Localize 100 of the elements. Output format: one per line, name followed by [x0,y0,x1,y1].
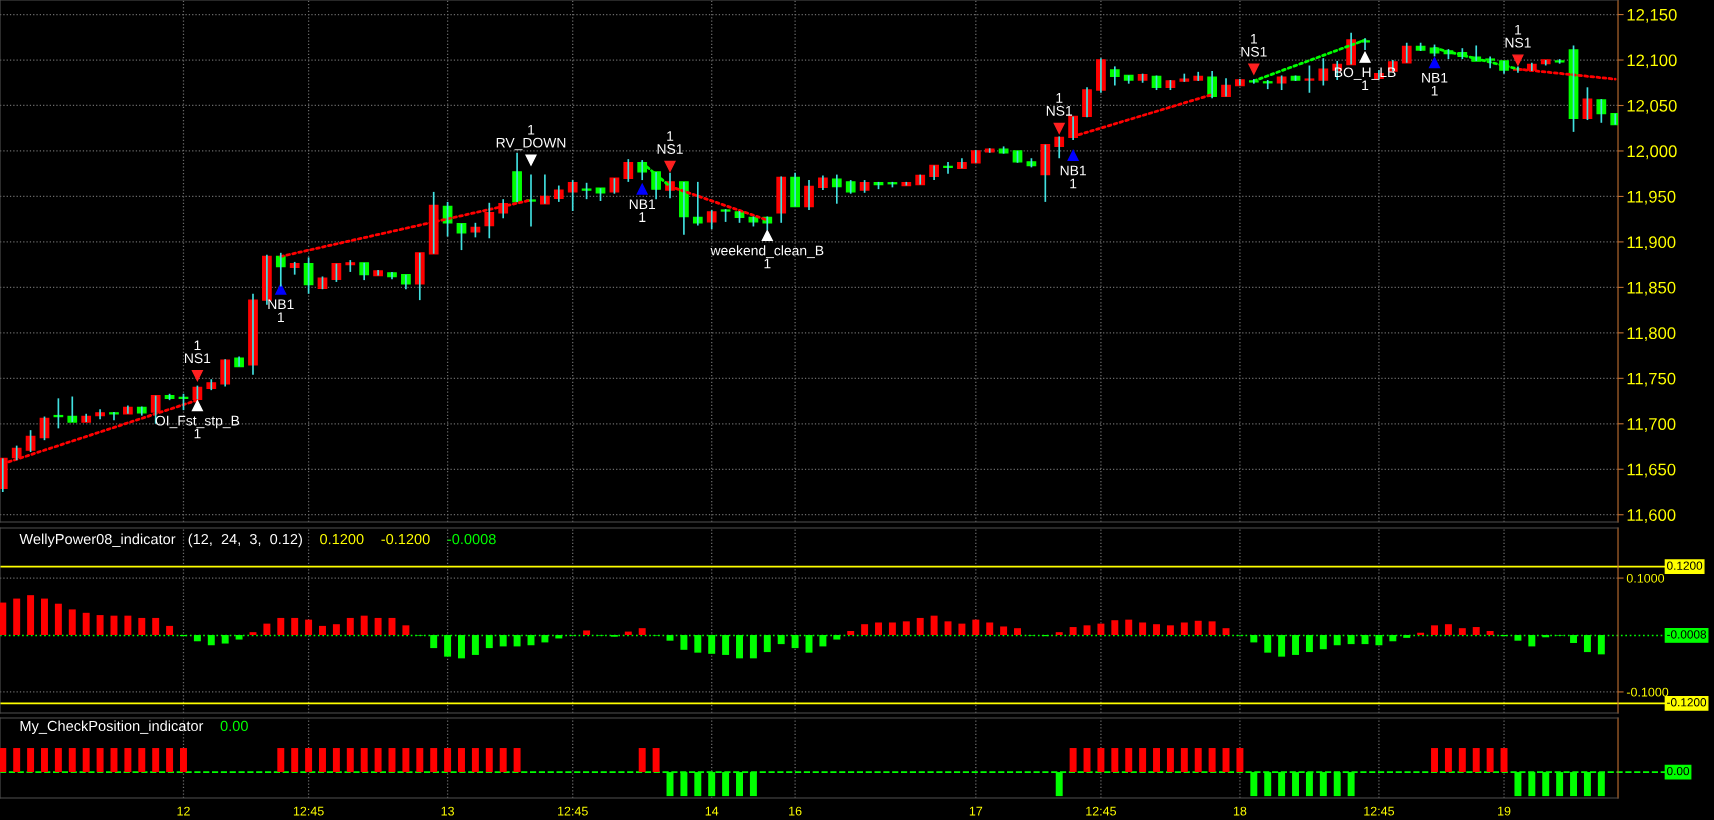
bar [986,622,994,636]
bar [1166,625,1174,636]
point [191,370,203,382]
bar [1139,622,1147,636]
text: 1 NS1 [1046,93,1073,116]
text: 0.00 [220,720,248,732]
bar [96,615,104,636]
candlestick [1596,98,1607,124]
y-tick-label: 12,050 [1627,99,1677,114]
point [664,160,676,172]
text: NB1 1 [1422,72,1448,96]
bar [972,619,980,636]
bar [277,617,285,636]
bar [1458,628,1466,636]
point [761,229,773,242]
bar [875,622,882,636]
x-tick-label: 13 [441,806,454,816]
bar [263,623,271,636]
chart-title: WellyPower08_indicator (12, 24, 3, 0.12) [19,533,302,548]
bar [902,621,910,636]
bar [1014,628,1021,636]
bar [583,630,591,636]
y-tick-label: 11,600 [1627,509,1676,523]
ref-line-label: 0.1200 [1667,561,1703,570]
bar [1111,620,1119,636]
bar [666,635,674,641]
bar [193,635,201,642]
ref-line-label: 0.00 [1667,766,1690,776]
bar [1194,620,1202,636]
annotation: 0.1200 [320,533,364,545]
bar [152,617,160,636]
x-tick-label: 12:45 [1364,806,1395,816]
bar [1472,627,1480,636]
bar [360,615,368,636]
bar [82,612,90,636]
point [275,283,287,295]
bar [319,625,326,636]
bar [291,617,299,636]
text: 1 NS1 [1241,34,1267,57]
point [1067,149,1079,162]
bar [1486,631,1494,636]
bar [1514,635,1522,641]
ref-line-label: -0.0008 [1667,630,1707,639]
series-label: weekend_clean_B 1 [710,245,824,269]
candlestick [1304,64,1315,94]
bar [1597,635,1605,655]
ref-line-label: -0.1200 [1667,698,1707,707]
bar [0,602,7,636]
y-tick-label: 11,900 [1627,236,1676,251]
y-tick-label: 12,100 [1627,54,1677,69]
annotation: -0.1200 [381,533,430,545]
text: NB1 1 [1060,165,1086,189]
bar [861,624,869,636]
bar [888,622,896,636]
x-tick-label: 18 [1233,806,1247,816]
bar [749,635,757,659]
y-tick-label: 12,000 [1627,145,1677,160]
candlestick [984,147,995,154]
y-tick-label: 11,850 [1627,281,1676,296]
series-label: 1 RV_DOWN [496,124,566,151]
bar [374,617,382,636]
bar [249,632,257,636]
bar [54,603,62,636]
bar [680,635,688,650]
bar [1250,635,1258,643]
bar [930,615,938,636]
x-tick-label: 14 [705,806,719,816]
y-tick-label: 11,950 [1627,190,1676,205]
point [1053,122,1065,134]
candlestick [1179,72,1190,83]
bar [1444,624,1452,636]
bar [166,625,174,636]
text: 1 NS1 [185,340,211,364]
bar [41,598,48,636]
bar [305,619,313,636]
bar [1153,624,1160,636]
bar [847,631,855,636]
point [191,400,203,412]
bar [138,617,146,636]
bar [638,628,646,636]
bar [763,635,771,653]
bar [1055,632,1063,636]
bar [1097,623,1105,636]
annotation: -0.0008 [447,533,496,545]
bar [1319,635,1327,650]
bar [1528,635,1536,647]
bar [1125,619,1133,636]
point [1428,57,1441,69]
y-tick-label: 11,750 [1627,372,1676,387]
point [1248,63,1260,75]
text: NB1 1 [268,299,294,322]
x-tick-label: 12 [177,806,190,816]
x-tick-label: 17 [969,806,983,816]
bar [1333,635,1341,646]
bar [402,625,410,636]
bar [124,615,132,636]
bar [485,635,493,649]
bar [1069,627,1077,636]
x-tick-label: 12:45 [293,806,324,816]
text: 1 NS1 [1505,24,1531,48]
